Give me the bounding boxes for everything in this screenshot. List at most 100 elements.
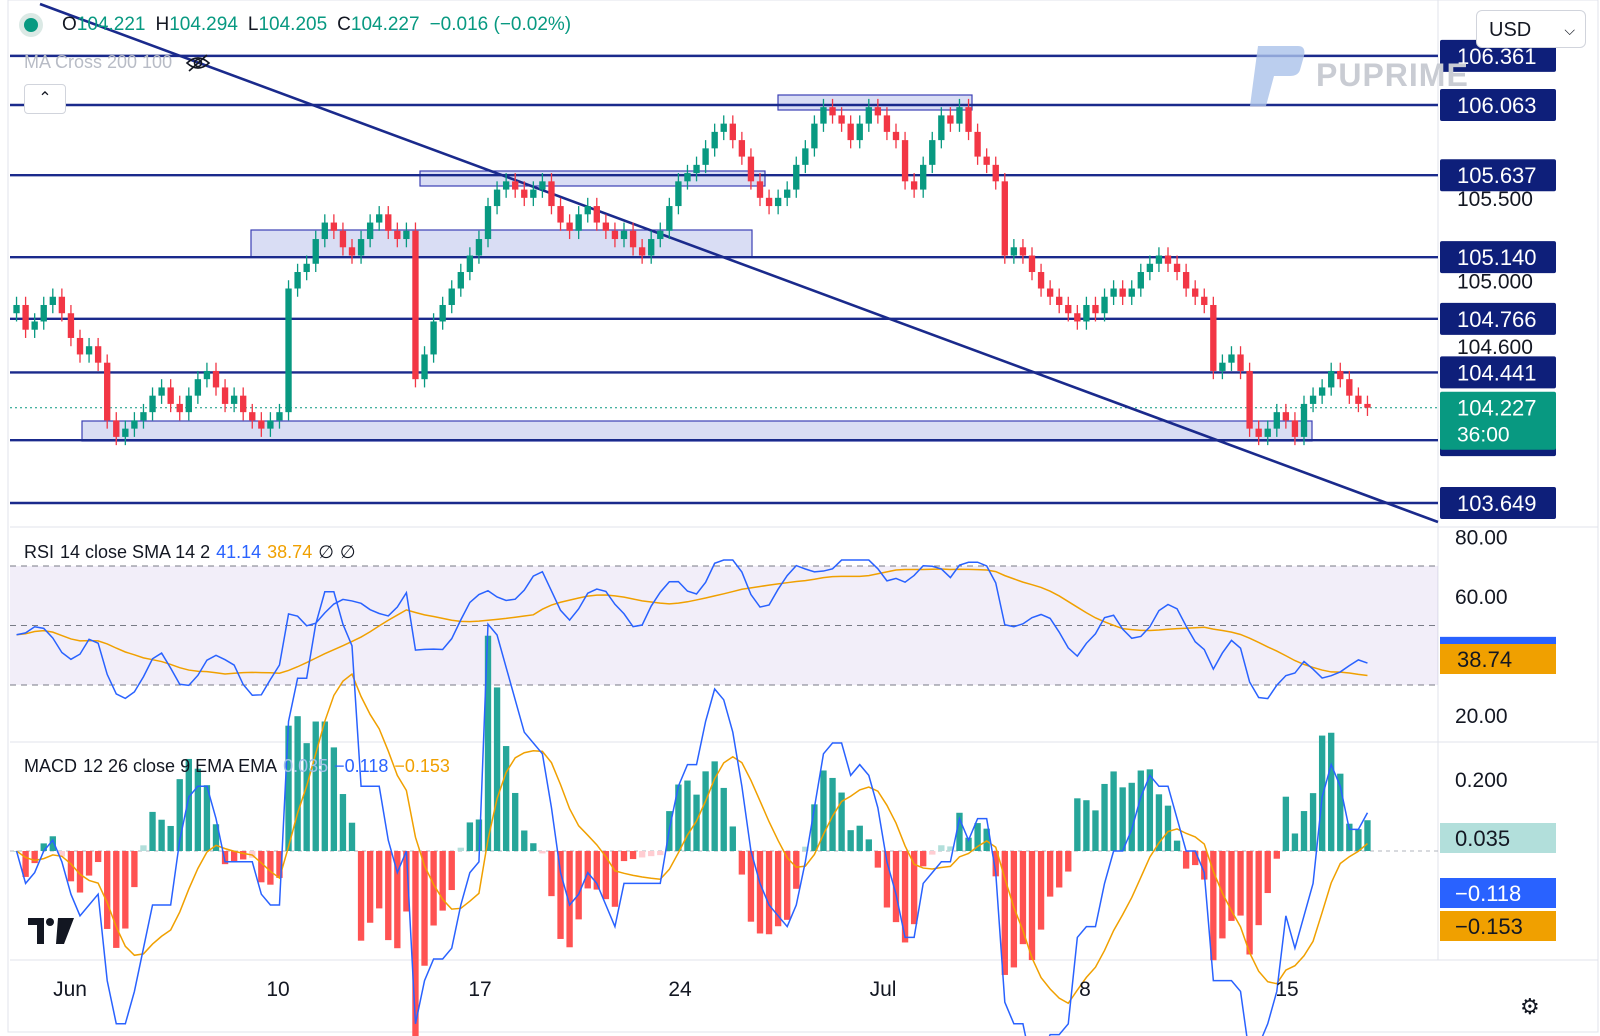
rsi-params: 14 close SMA 14 2	[60, 542, 211, 562]
candle	[693, 156, 700, 182]
candle-body	[1065, 304, 1072, 314]
macd-params: 12 26 close 9 EMA EMA	[83, 756, 278, 776]
candle-body	[366, 222, 374, 240]
candle	[58, 288, 66, 322]
macd-histogram-bar	[747, 851, 755, 922]
macd-histogram-bar	[1110, 771, 1117, 851]
macd-histogram-bar	[1273, 851, 1280, 859]
candle-body	[557, 206, 564, 223]
macd-histogram-bar	[1092, 810, 1099, 851]
candle-body	[1255, 428, 1262, 437]
candle	[1101, 288, 1108, 322]
candle	[1355, 387, 1362, 413]
macd-histogram-bar	[1282, 796, 1290, 851]
macd-label: MACD	[24, 756, 77, 776]
candle	[602, 214, 610, 240]
candle	[439, 296, 446, 330]
candle	[1219, 354, 1226, 380]
time-axis-label: 17	[468, 978, 491, 1001]
macd-histogram-bar	[720, 787, 727, 851]
time-axis-label: Jun	[53, 978, 87, 1001]
currency-select[interactable]: USD ⌵	[1476, 10, 1586, 48]
candle	[765, 189, 773, 215]
candle	[267, 412, 274, 437]
candle	[122, 420, 129, 446]
candle	[104, 354, 111, 429]
candle-body	[67, 313, 75, 338]
candle-body	[983, 156, 990, 165]
rsi-axis-tick: 20.00	[1455, 705, 1508, 728]
macd-histogram-bar	[348, 822, 356, 851]
high-value: 104.294	[169, 14, 238, 35]
macd-signal-badge	[1440, 911, 1556, 941]
price-axis-tick: 104.600	[1457, 336, 1533, 359]
macd-hist-badge	[1440, 823, 1556, 853]
candle	[1128, 280, 1135, 305]
collapse-legend-button[interactable]: ⌃	[24, 84, 66, 114]
macd-histogram-bar	[475, 819, 483, 851]
candle-body	[1201, 296, 1208, 305]
candle	[403, 222, 410, 248]
macd-histogram-bar	[439, 851, 446, 911]
candle-body	[648, 239, 655, 256]
candle-body	[475, 239, 483, 256]
settings-gear-icon[interactable]: ⚙	[1520, 994, 1540, 1019]
chart-frame	[7, 0, 1599, 1033]
ma-indicator-label[interactable]: MA Cross 200 100	[24, 52, 211, 73]
candle	[140, 403, 147, 429]
macd-histogram-bar	[620, 851, 628, 862]
change-value: −0.016 (−0.02%)	[429, 14, 572, 35]
candle	[521, 181, 528, 207]
macd-histogram-bar	[221, 851, 229, 865]
candle-body	[738, 140, 746, 157]
candle-body	[276, 412, 283, 421]
macd-histogram-bar	[67, 851, 75, 882]
macd-histogram-bar	[711, 761, 718, 851]
macd-histogram-bar	[1182, 851, 1190, 869]
macd-signal-line	[16, 672, 1368, 1005]
rsi-legend[interactable]: RSI 14 close SMA 14 2 41.14 38.74 ∅ ∅	[24, 542, 356, 563]
time-axis-label: 10	[266, 978, 289, 1001]
macd-histogram-bar	[539, 851, 546, 854]
candle-body	[1001, 181, 1008, 256]
candle	[1083, 296, 1090, 330]
candle	[874, 98, 882, 124]
candle-body	[1028, 255, 1036, 273]
candle	[938, 107, 945, 149]
candle	[910, 173, 918, 198]
candle	[1318, 379, 1326, 404]
macd-histogram-bar	[330, 747, 338, 851]
candle	[230, 387, 238, 413]
candle	[67, 304, 75, 347]
tradingview-logo-icon[interactable]	[28, 918, 74, 944]
open-key: O	[62, 14, 77, 35]
price-level-badge	[1440, 89, 1556, 121]
candle	[593, 197, 600, 231]
candle-body	[1219, 362, 1226, 371]
eye-hidden-icon[interactable]	[185, 54, 211, 72]
brand-text: PUPRIME	[1316, 56, 1469, 93]
candle	[394, 222, 401, 248]
macd-histogram-bar	[512, 792, 519, 851]
candle-body	[1119, 288, 1126, 297]
macd-histogram-bar	[285, 725, 292, 851]
candle	[1264, 420, 1271, 446]
candle-body	[1246, 370, 1253, 429]
candle-body	[693, 164, 700, 174]
candle	[1228, 346, 1235, 371]
candle-body	[901, 140, 909, 182]
macd-line	[15, 591, 1369, 1036]
macd-histogram-bar	[149, 811, 156, 851]
macd-legend[interactable]: MACD 12 26 close 9 EMA EMA 0.035 −0.118 …	[24, 756, 450, 777]
macd-histogram-bar	[657, 851, 664, 856]
candle-body	[1128, 288, 1135, 297]
candle-body	[530, 189, 537, 198]
macd-histogram-bar	[847, 830, 854, 851]
macd-histogram-bar	[820, 770, 827, 851]
candle	[1074, 304, 1081, 330]
candle-body	[702, 148, 709, 165]
rsi-sma-label: 38.74	[1457, 647, 1512, 672]
macd-histogram-bar	[929, 851, 936, 855]
candle-body	[249, 412, 256, 421]
